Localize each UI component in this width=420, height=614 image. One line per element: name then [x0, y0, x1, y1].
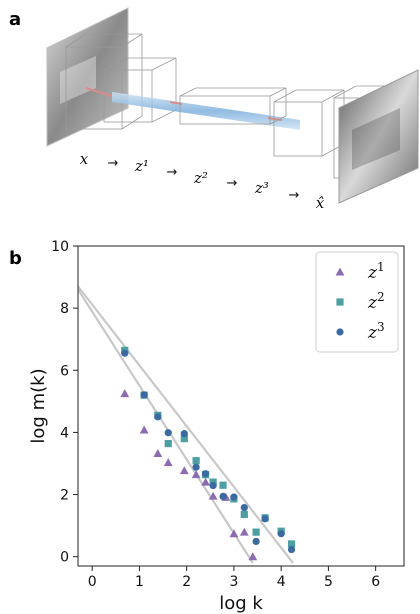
x-tick-label: 4	[277, 574, 286, 590]
legend-label-z2: z2	[367, 290, 385, 313]
data-point-z2	[219, 481, 227, 489]
pipe-link-in	[85, 87, 113, 97]
legend-marker-z3	[336, 328, 344, 336]
output-image-detail	[352, 108, 400, 170]
data-point-z1	[139, 425, 149, 434]
output-image	[338, 69, 419, 204]
data-point-z1	[201, 477, 210, 486]
x-tick-label: 2	[182, 574, 191, 590]
sequence-variable: z²	[193, 169, 208, 187]
data-point-z1	[208, 491, 218, 500]
data-point-z2	[287, 540, 296, 548]
panel-a-label: a	[9, 9, 21, 30]
layer-box-1	[65, 33, 143, 130]
fit-line	[78, 285, 294, 564]
plot-frame	[77, 245, 405, 567]
autoencoder-diagram	[46, 7, 419, 204]
legend: z1 z2 z3	[315, 251, 399, 353]
data-point-z3	[154, 413, 162, 421]
data-point-z3	[277, 530, 285, 538]
input-image	[46, 7, 129, 147]
y-tick-label: 2	[60, 488, 69, 504]
sequence-variable: x̂	[316, 194, 325, 212]
y-tick-label: 0	[60, 550, 69, 566]
layer-box-2	[103, 57, 177, 123]
data-point-z3	[180, 430, 188, 438]
data-point-z1	[229, 529, 239, 538]
layer-box-3	[179, 87, 287, 125]
legend-marker-z2	[336, 298, 344, 306]
sequence-arrow: →	[108, 156, 119, 171]
sequence-arrow: →	[289, 188, 300, 203]
data-point-z1	[248, 552, 258, 561]
data-point-z3	[230, 493, 238, 501]
data-point-z2	[180, 435, 188, 443]
panel-b-label: b	[9, 248, 22, 269]
sequence-variable: z³	[254, 179, 269, 197]
data-point-z3	[240, 503, 248, 512]
data-point-z2	[192, 457, 200, 465]
data-point-z3	[261, 515, 269, 523]
data-point-z1	[179, 466, 189, 475]
data-point-z1	[120, 389, 130, 398]
series-z1	[120, 389, 258, 561]
data-point-z1	[191, 470, 201, 479]
data-point-z3	[121, 349, 129, 357]
data-point-z3	[164, 429, 172, 437]
data-point-z3	[252, 537, 260, 546]
x-axis-label: log k	[219, 593, 263, 614]
y-axis-label: log m(k)	[28, 368, 49, 443]
sequence-arrow: →	[227, 176, 238, 191]
data-point-z2	[164, 439, 172, 448]
data-point-z3	[140, 391, 148, 399]
legend-marker-z1	[335, 267, 345, 276]
y-tick-label: 4	[60, 425, 69, 441]
legend-label-z1: z1	[367, 260, 385, 283]
x-tick-label: 0	[88, 574, 97, 590]
sequence-arrow: →	[167, 165, 178, 180]
data-point-z3	[201, 470, 210, 478]
data-point-z3	[209, 481, 217, 490]
data-point-z1	[163, 458, 173, 467]
encoding-sequence: x → z¹ → z² → z³ → x̂	[80, 150, 325, 212]
fit-line	[78, 288, 254, 564]
data-point-z3	[192, 463, 200, 471]
series-z3	[121, 349, 296, 554]
y-tick-label: 6	[60, 363, 69, 379]
legend-label-z3: z3	[367, 320, 385, 343]
x-tick-label: 6	[371, 574, 380, 590]
input-image-detail	[60, 56, 96, 104]
data-point-z2	[252, 528, 260, 536]
data-point-z3	[287, 545, 296, 554]
code-pipe	[112, 92, 300, 130]
y-tick-label: 10	[51, 239, 69, 255]
data-point-z1	[153, 449, 163, 458]
scatter-plot: 0 1 2 3 4 5 6 0 2 4 6 8 10 log k log m(k) z1 z2 z3	[28, 239, 405, 614]
sequence-variable: x	[80, 150, 89, 168]
legend-box	[315, 251, 399, 353]
data-point-z1	[239, 527, 249, 536]
data-point-z2	[240, 510, 248, 519]
data-point-z3	[219, 492, 227, 501]
x-tick-label: 1	[135, 574, 144, 590]
sequence-variable: z¹	[134, 157, 149, 175]
x-tick-label: 3	[229, 574, 238, 590]
x-tick-label: 5	[324, 574, 333, 590]
y-tick-label: 8	[60, 301, 69, 317]
